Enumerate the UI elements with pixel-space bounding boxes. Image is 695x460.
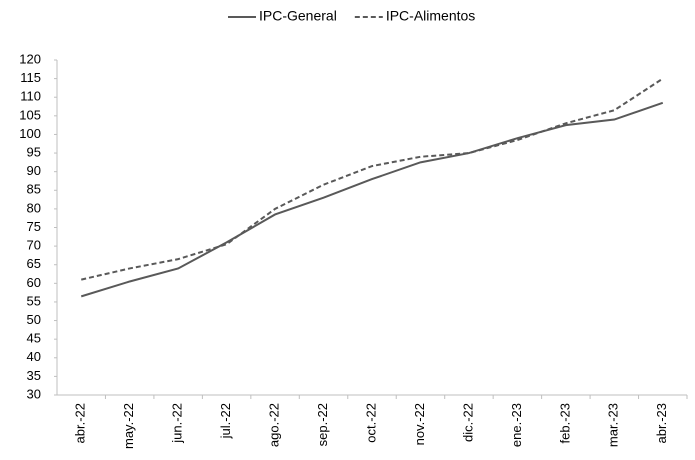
y-tick-label: 80 (27, 200, 41, 215)
x-tick-label: dic.-22 (460, 403, 475, 442)
y-tick-label: 60 (27, 275, 41, 290)
y-tick-label: 120 (19, 51, 41, 66)
x-tick-label: abr.-22 (73, 403, 88, 443)
x-tick-label: nov.-22 (412, 403, 427, 445)
y-tick-label: 95 (27, 144, 41, 159)
x-tick-label: feb.-23 (557, 403, 572, 443)
y-tick-label: 90 (27, 163, 41, 178)
x-tick-label: abr.-23 (654, 403, 669, 443)
y-tick-label: 115 (20, 70, 41, 85)
y-tick-label: 35 (27, 368, 41, 383)
y-tick-label: 110 (20, 89, 41, 104)
y-tick-label: 75 (27, 219, 41, 234)
y-tick-label: 100 (19, 126, 41, 141)
x-tick-label: ene.-23 (509, 403, 524, 447)
y-tick-label: 105 (19, 107, 41, 122)
x-tick-label: jun.-22 (170, 403, 185, 444)
y-tick-label: 85 (27, 182, 41, 197)
y-tick-label: 30 (27, 386, 41, 401)
x-tick-label: may.-22 (121, 403, 136, 449)
x-tick-label: oct.-22 (363, 403, 378, 443)
x-tick-label: ago.-22 (267, 403, 282, 447)
legend-label: IPC-General (259, 8, 337, 24)
y-tick-label: 40 (27, 349, 41, 364)
series-line (80, 101, 664, 298)
x-tick-label: sep.-22 (315, 403, 330, 446)
y-tick-label: 70 (27, 238, 41, 253)
y-tick-label: 45 (27, 331, 41, 346)
series-line (81, 77, 664, 281)
legend-label: IPC-Alimentos (386, 8, 475, 24)
x-tick-label: mar.-23 (606, 403, 621, 447)
x-tick-label: jul.-22 (218, 403, 233, 439)
y-tick-label: 65 (27, 256, 41, 271)
y-tick-label: 50 (27, 312, 41, 327)
y-tick-label: 55 (27, 293, 41, 308)
